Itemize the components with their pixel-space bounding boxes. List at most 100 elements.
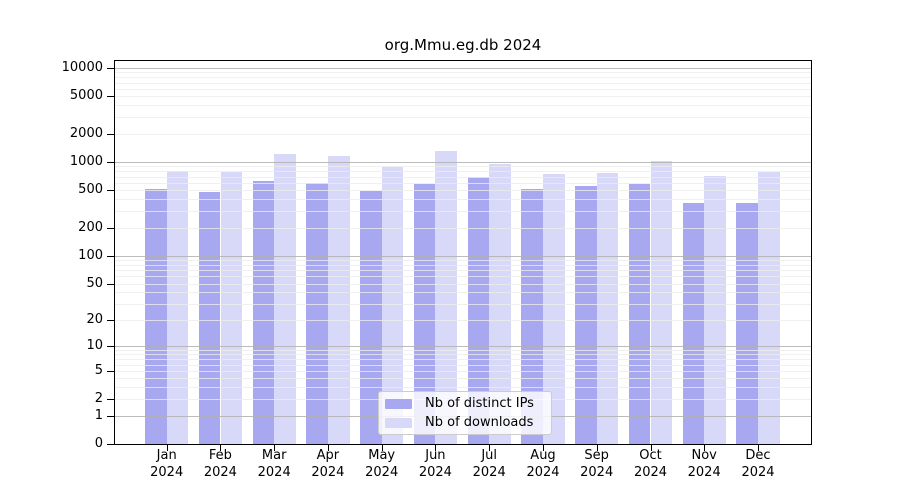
bar-downloads-may [381, 167, 404, 444]
bar-distinct-ips-oct [628, 183, 651, 444]
gridline-minor [115, 276, 811, 278]
gridline-minor [115, 283, 811, 285]
y-tick-mark [107, 133, 114, 135]
x-tick-mark [435, 445, 437, 451]
legend: Nb of distinct IPs Nb of downloads [378, 391, 552, 435]
legend-label-distinct-ips: Nb of distinct IPs [425, 396, 534, 411]
gridline-minor [115, 303, 811, 305]
gridline-minor [115, 259, 811, 261]
gridline-minor [115, 364, 811, 366]
y-tick-label: 2 [94, 391, 103, 407]
gridline-minor [115, 350, 811, 351]
legend-label-downloads: Nb of downloads [425, 415, 534, 430]
y-tick-mark [107, 96, 114, 98]
x-tick-mark [758, 445, 759, 451]
bar-downloads-sep [596, 172, 619, 444]
gridline-major [115, 68, 811, 69]
legend-swatch-distinct-ips [385, 398, 412, 409]
y-tick-mark [107, 415, 114, 417]
bar-downloads-oct [650, 161, 673, 444]
bar-downloads-aug [542, 174, 565, 444]
x-tick-mark [650, 445, 652, 451]
x-tick-label: May 2024 [365, 448, 399, 480]
gridline-minor [115, 77, 811, 79]
x-tick-mark [274, 445, 276, 451]
x-tick-mark [704, 445, 706, 451]
gridline-minor [115, 270, 811, 271]
y-tick-mark [107, 370, 114, 372]
chart-title: org.Mmu.eg.db 2024 [384, 36, 542, 54]
x-tick-label: Oct 2024 [633, 448, 668, 480]
bar-distinct-ips-jul [467, 177, 490, 444]
gridline-minor [115, 82, 811, 84]
y-tick-label: 100 [78, 247, 103, 263]
y-tick-label: 0 [94, 436, 103, 451]
y-tick-mark [107, 162, 114, 163]
gridline-minor [115, 199, 811, 201]
x-tick-mark [543, 445, 544, 451]
bar-distinct-ips-mar [252, 180, 275, 444]
gridline-minor [115, 378, 811, 380]
y-tick-label: 1 [94, 407, 103, 423]
y-tick-mark [107, 283, 114, 285]
y-tick-label: 10 [86, 338, 103, 354]
bar-downloads-nov [704, 175, 726, 444]
gridline-minor [115, 176, 811, 178]
bar-distinct-ips-may [360, 191, 382, 444]
x-tick-label: Jan 2024 [150, 448, 184, 480]
gridline-minor [115, 387, 811, 389]
bar-distinct-ips-aug [521, 189, 543, 444]
gridline-minor [115, 105, 811, 107]
gridline-minor [115, 264, 811, 266]
bar-distinct-ips-apr [306, 182, 328, 444]
x-tick-label: Jun 2024 [418, 448, 452, 480]
gridline-minor [115, 359, 811, 361]
x-tick-mark [381, 445, 383, 451]
y-tick-label: 2000 [69, 125, 103, 141]
gridline-minor [115, 227, 811, 229]
gridline-minor [115, 354, 811, 356]
gridline-minor [115, 292, 811, 294]
x-tick-mark [489, 445, 491, 451]
legend-item-downloads: Nb of downloads [385, 415, 543, 431]
bar-downloads-feb [220, 172, 243, 444]
y-tick-label: 500 [78, 182, 103, 198]
plot-area [114, 60, 812, 445]
y-tick-mark [107, 346, 114, 348]
gridline-minor [115, 211, 811, 212]
y-tick-label: 10000 [61, 60, 103, 75]
bar-distinct-ips-dec [736, 203, 758, 444]
x-tick-label: Aug 2024 [526, 448, 560, 480]
gridline-minor [115, 171, 811, 173]
x-tick-label: Nov 2024 [687, 448, 721, 480]
gridline-minor [115, 182, 811, 184]
x-tick-mark [220, 445, 222, 451]
bar-downloads-dec [758, 172, 780, 444]
bar-downloads-jun [435, 151, 458, 444]
x-tick-label: Mar 2024 [257, 448, 291, 480]
bar-distinct-ips-feb [198, 191, 221, 444]
gridline-minor [115, 96, 811, 98]
gridline-minor [115, 166, 811, 168]
y-tick-mark [107, 319, 114, 321]
y-tick-mark [107, 399, 114, 401]
y-tick-mark [107, 190, 114, 192]
x-tick-label: Apr 2024 [311, 448, 345, 480]
gridline-minor [115, 133, 811, 135]
gridline-minor [115, 190, 811, 192]
gridline-minor [115, 117, 811, 119]
gridline-major [115, 346, 811, 348]
gridline-minor [115, 88, 811, 90]
y-tick-label: 5 [94, 362, 103, 378]
x-tick-label: Sep 2024 [580, 448, 614, 480]
y-tick-label: 1000 [69, 154, 103, 169]
bar-distinct-ips-sep [575, 186, 597, 444]
x-tick-label: Feb 2024 [203, 448, 237, 480]
y-tick-mark [107, 68, 114, 69]
bar-distinct-ips-nov [682, 202, 705, 444]
x-tick-label: Jul 2024 [472, 448, 506, 480]
y-tick-label: 20 [86, 311, 103, 327]
bar-downloads-mar [274, 154, 296, 444]
y-tick-label: 50 [86, 275, 103, 291]
